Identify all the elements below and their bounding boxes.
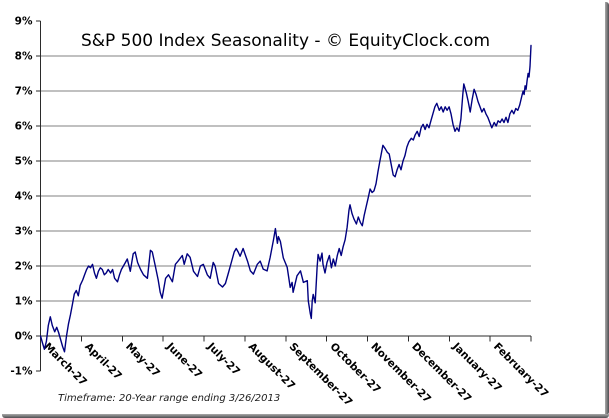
y-axis-label: 5% [15, 156, 33, 168]
y-axis-label: 6% [15, 121, 33, 133]
y-axis-label: 0% [15, 331, 33, 343]
y-axis-label: 1% [15, 296, 33, 308]
y-axis-label: 8% [15, 51, 33, 63]
y-axis-label: 9% [15, 16, 33, 28]
chart-footnote: Timeframe: 20-Year range ending 3/26/201… [58, 393, 281, 404]
x-axis-label: July-27 [204, 340, 242, 378]
image-border-shadow-bottom [2, 414, 609, 418]
x-axis-label: February-27 [491, 341, 550, 400]
y-axis-label: 7% [15, 86, 33, 98]
x-axis-label: May-27 [123, 341, 162, 380]
chart-title: S&P 500 Index Seasonality - © EquityCloc… [80, 31, 491, 51]
y-axis-label: 2% [15, 261, 33, 273]
x-axis-label: June-27 [163, 340, 204, 381]
y-axis-label: 3% [15, 226, 33, 238]
y-axis-label: 4% [15, 191, 33, 203]
seasonality-line-series [39, 44, 532, 353]
y-axis-label: -1% [10, 366, 33, 378]
x-axis-label: April-27 [82, 341, 124, 383]
image-border-shadow-right [605, 2, 609, 415]
